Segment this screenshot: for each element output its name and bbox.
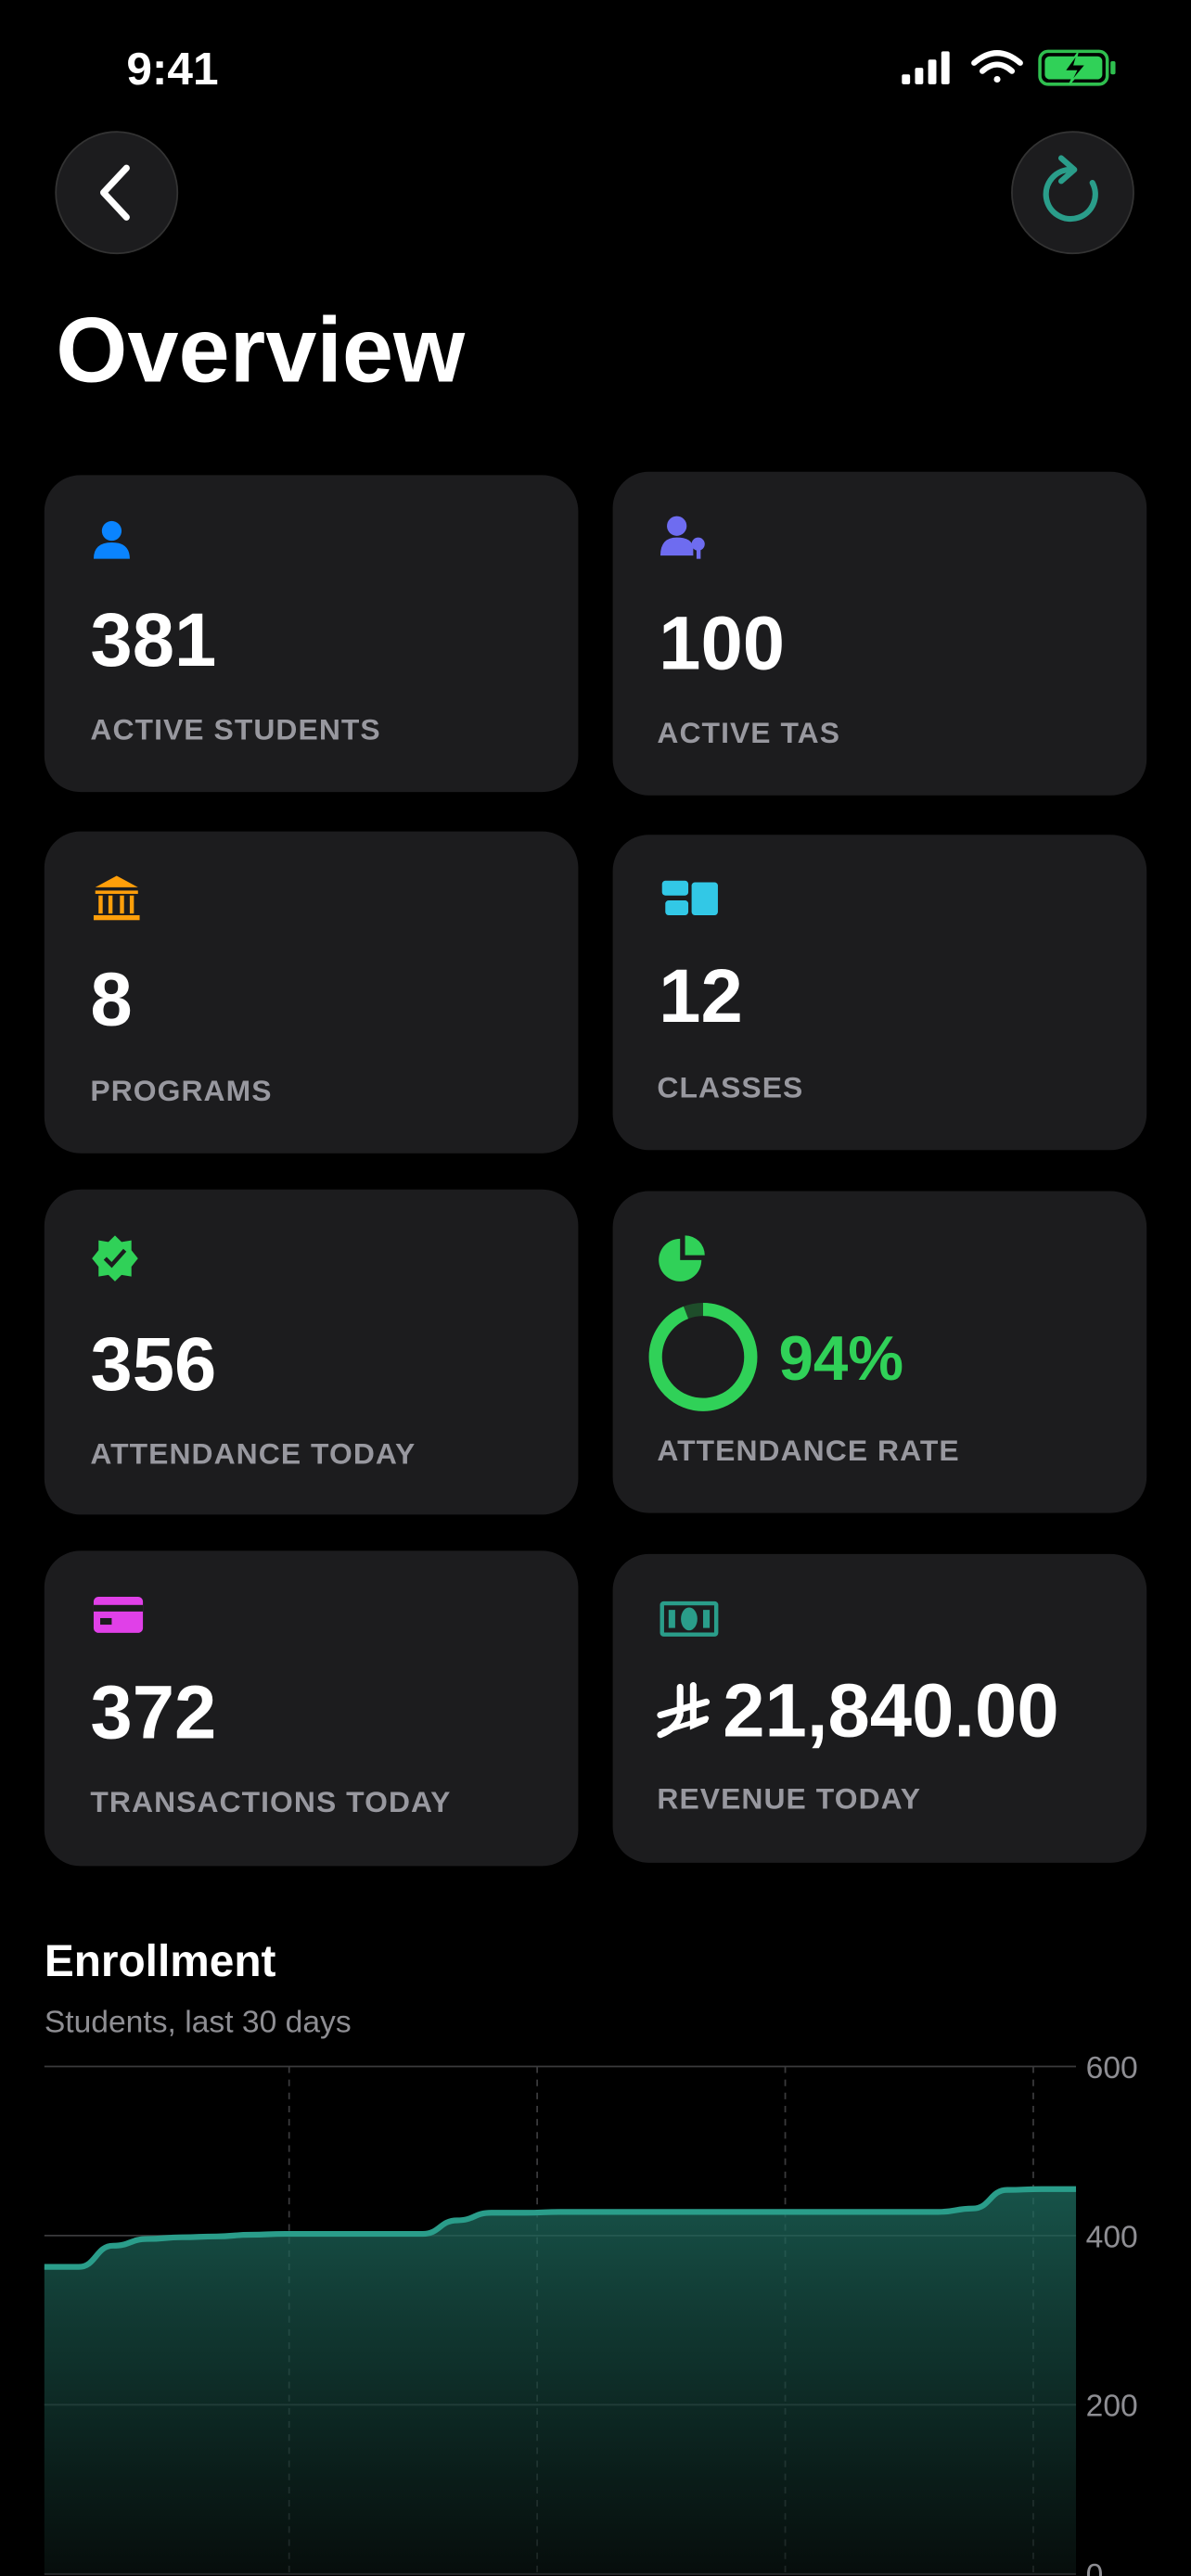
stat-card: 21,840.00 REVENUE TODAY (612, 1553, 1147, 1863)
stat-card: 100 ACTIVE TAS (612, 471, 1147, 796)
card-background (612, 1553, 1147, 1863)
line (44, 2186, 1077, 2270)
stat-card: 381 ACTIVE STUDENTS (44, 475, 579, 793)
card-value: 381 (90, 598, 216, 682)
back-button[interactable] (55, 131, 179, 255)
card-background (612, 1191, 1147, 1513)
y-tick-label: 600 (1086, 2051, 1138, 2085)
card-label: ATTENDANCE RATE (657, 1434, 959, 1467)
stat-card: 8 PROGRAMS (44, 831, 579, 1154)
cash-icon (660, 1600, 719, 1637)
class-icon (661, 880, 718, 915)
card-value: 356 (90, 1322, 216, 1407)
page-title: Overview (56, 299, 466, 402)
currency-symbol (657, 1682, 711, 1739)
card-background (44, 475, 579, 793)
rate-value: 94% (778, 1324, 903, 1394)
card-label: TRANSACTIONS TODAY (90, 1785, 451, 1818)
card-icon (93, 1596, 144, 1633)
y-tick-label: 0 (1086, 2558, 1104, 2576)
stat-card: 12 CLASSES (612, 835, 1147, 1151)
card-label: CLASSES (657, 1071, 803, 1104)
card-background (612, 835, 1147, 1151)
card-label: ACTIVE TAS (657, 716, 840, 749)
y-tick-label: 400 (1086, 2220, 1138, 2254)
card-value: 12 (659, 954, 743, 1039)
card-background (44, 1550, 579, 1867)
status-time: 9:41 (126, 43, 218, 95)
area (44, 2188, 1077, 2574)
card-value: 372 (90, 1670, 216, 1754)
check-icon (92, 1235, 138, 1282)
stat-card: 372 TRANSACTIONS TODAY (44, 1550, 579, 1867)
attendance-ring (648, 1302, 758, 1411)
stat-card: 94% ATTENDANCE RATE (612, 1191, 1147, 1513)
signal-icon (902, 51, 950, 84)
stat-card: 356 ATTENDANCE TODAY (44, 1189, 579, 1515)
ta-icon (660, 516, 705, 559)
wifi-icon (971, 50, 1023, 83)
chart-title: Enrollment (45, 1937, 276, 1986)
card-value: 100 (659, 601, 785, 685)
program-icon (93, 875, 140, 921)
card-value: 21,840.00 (723, 1668, 1058, 1753)
card-label: ACTIVE STUDENTS (90, 712, 380, 746)
pie-icon (659, 1235, 705, 1282)
card-background (44, 1189, 579, 1515)
card-background (612, 471, 1147, 796)
refresh-button[interactable] (1011, 131, 1134, 255)
y-tick-label: 200 (1086, 2390, 1138, 2424)
battery-icon (1038, 49, 1116, 86)
card-label: ATTENDANCE TODAY (90, 1437, 416, 1471)
card-label: REVENUE TODAY (657, 1781, 921, 1815)
card-label: PROGRAMS (90, 1074, 272, 1107)
chart-subtitle: Students, last 30 days (45, 2005, 352, 2039)
card-background (44, 831, 579, 1154)
student-icon (93, 520, 130, 559)
card-value: 8 (90, 958, 132, 1042)
